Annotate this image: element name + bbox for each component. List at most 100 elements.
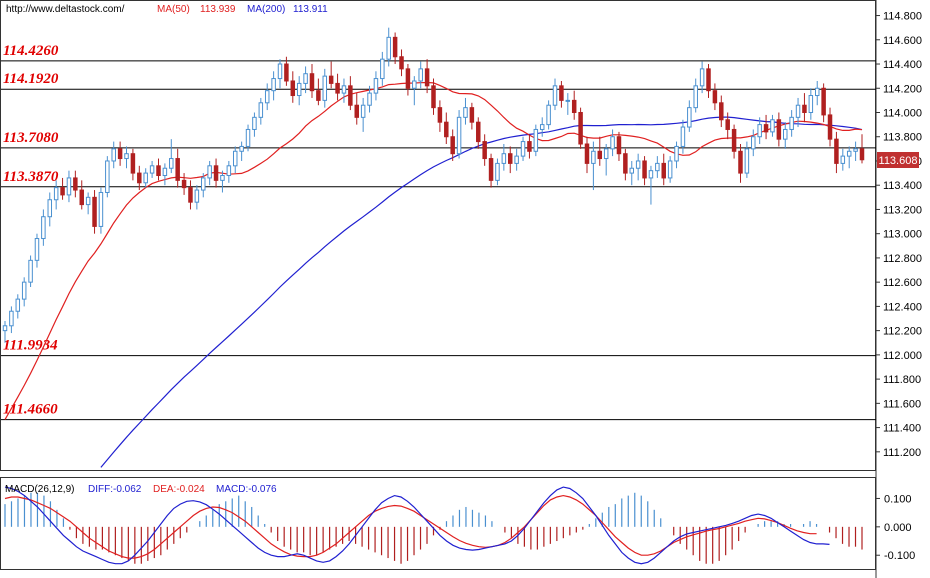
candle <box>514 148 519 171</box>
candle <box>130 148 136 181</box>
candle <box>124 146 129 169</box>
candle <box>92 190 97 234</box>
candle <box>258 97 264 125</box>
candle <box>316 78 321 106</box>
candle <box>34 233 40 268</box>
candle <box>731 124 737 159</box>
candle <box>149 160 155 178</box>
candle <box>296 76 302 106</box>
candle <box>2 320 8 343</box>
candle <box>597 136 603 166</box>
candle <box>808 88 814 120</box>
price-tick-label: 114.600 <box>883 35 922 47</box>
candle <box>776 112 782 147</box>
candle <box>207 160 212 186</box>
macd-diff-value: DIFF:-0.062 <box>88 484 142 495</box>
ma200-legend-value: 113.911 <box>293 4 328 15</box>
current-price-text: 113.608 <box>879 155 918 167</box>
macd-tick-label: 0.100 <box>884 493 912 505</box>
ma50-legend-label: MA(50) <box>157 4 190 15</box>
candle <box>642 156 647 186</box>
candle <box>469 102 475 130</box>
candle <box>482 134 487 166</box>
candle <box>399 49 404 77</box>
candle <box>424 59 430 94</box>
candle <box>444 112 449 145</box>
candle <box>21 277 27 307</box>
candle <box>169 139 174 174</box>
candle <box>661 153 666 186</box>
candle <box>610 129 615 157</box>
candle <box>578 107 583 149</box>
candle <box>386 27 391 67</box>
candle <box>162 163 168 186</box>
price-axis-ticks: 114.800 114.600 114.400 114.200 114.000 113.8… <box>876 11 922 459</box>
candle <box>834 131 839 174</box>
macd-axis-ticks: 0.100 0.000 -0.100 <box>876 493 915 562</box>
candle <box>571 90 577 120</box>
chart-header: http://www.deltastock.com/ MA(50) 113.93… <box>6 4 328 15</box>
candle <box>226 160 232 183</box>
candle <box>463 97 468 125</box>
candle <box>552 78 558 111</box>
macd-hist-value: MACD:-0.076 <box>216 484 277 495</box>
ma200-legend-label: MA(200) <box>247 4 285 15</box>
price-tick-label: 113.800 <box>883 132 922 144</box>
candle <box>117 141 123 166</box>
candlesticks <box>2 27 865 343</box>
candle <box>629 160 635 186</box>
ma200-line <box>100 116 863 468</box>
candle <box>392 32 398 65</box>
candle <box>840 148 846 171</box>
candle <box>616 131 622 161</box>
candle <box>105 156 110 198</box>
candle <box>245 124 251 152</box>
source-url: http://www.deltastock.com/ <box>6 4 125 15</box>
candle <box>143 168 148 188</box>
candle <box>674 141 679 169</box>
candle <box>47 192 53 227</box>
candle <box>277 59 283 89</box>
candle <box>79 180 84 210</box>
price-tick-label: 112.000 <box>883 350 922 362</box>
price-tick-label: 112.600 <box>883 277 922 289</box>
candle <box>41 209 46 246</box>
candle <box>348 76 353 111</box>
candle <box>53 180 59 210</box>
candle <box>546 100 551 130</box>
candle <box>635 153 641 181</box>
candle <box>309 64 315 98</box>
level-label: 113.3870 <box>3 169 59 185</box>
candle <box>450 129 455 161</box>
candle <box>341 78 347 103</box>
candle <box>271 71 276 101</box>
candle <box>456 110 462 159</box>
candle <box>252 112 257 137</box>
candle <box>488 153 494 188</box>
price-tick-label: 113.200 <box>883 204 922 216</box>
candle <box>846 146 852 169</box>
candle <box>520 136 526 161</box>
candle <box>73 170 78 198</box>
candle <box>533 124 539 157</box>
candle <box>827 107 833 147</box>
candle <box>431 78 436 115</box>
level-label: 114.1920 <box>3 71 59 87</box>
candle <box>328 61 334 89</box>
candle <box>501 144 507 171</box>
candle <box>802 93 807 123</box>
candle <box>693 78 698 113</box>
candle <box>60 177 65 200</box>
candle <box>763 114 769 140</box>
candle <box>15 294 21 319</box>
candle <box>527 134 532 159</box>
macd-indicator <box>4 486 863 565</box>
price-tick-label: 111.800 <box>883 374 921 386</box>
candle <box>706 64 711 98</box>
current-price-marker: 113.608 <box>877 151 919 168</box>
candle <box>565 93 571 115</box>
candle <box>264 83 270 111</box>
candle <box>405 64 411 96</box>
candle <box>98 187 104 234</box>
